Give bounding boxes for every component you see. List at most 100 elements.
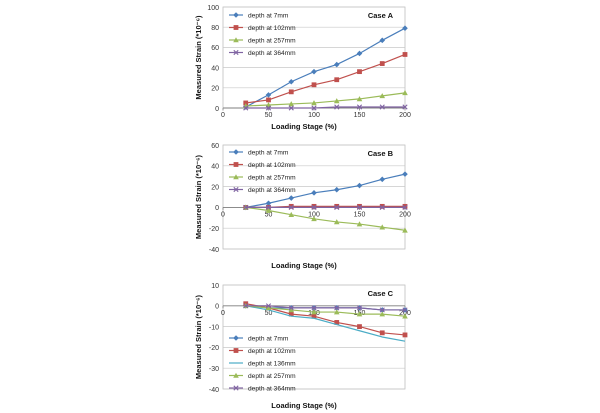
data-point: [333, 61, 340, 68]
data-point: [265, 207, 272, 213]
data-point: [334, 305, 340, 311]
x-tick-label: 0: [221, 112, 225, 119]
data-point: [333, 309, 340, 315]
data-point: [265, 305, 272, 311]
y-tick-label: 60: [211, 143, 219, 150]
legend-label: depth at 257mm: [248, 38, 296, 45]
x-tick-label: 100: [308, 211, 320, 218]
y-tick-label: -40: [209, 247, 219, 254]
data-point: [243, 204, 249, 210]
data-point: [333, 219, 340, 225]
data-point: [379, 176, 386, 183]
series-3: [242, 204, 408, 233]
y-tick-label: -20: [209, 226, 219, 233]
series-line: [245, 305, 406, 317]
legend-label: depth at 7mm: [248, 13, 289, 20]
y-axis-title: Measured Strain (*10⁻⁶): [194, 15, 203, 100]
y-axis-title: Measured Strain (*10⁻⁶): [194, 294, 203, 379]
series-4: [243, 204, 408, 210]
data-point: [356, 204, 363, 210]
x-tick-label: 200: [399, 310, 411, 317]
data-point: [334, 320, 340, 325]
data-point: [334, 77, 340, 83]
data-point: [334, 104, 340, 110]
legend-marker: [233, 37, 239, 43]
legend-label: depth at 257mm: [248, 373, 296, 380]
y-tick-label: 0: [215, 205, 219, 212]
data-point: [311, 203, 317, 209]
data-point: [402, 227, 408, 233]
series-line: [245, 303, 406, 336]
data-point: [288, 78, 295, 85]
chart-panel-3: -40-30-20-10010050100150200depth at 7mmd…: [194, 283, 411, 410]
legend-label: depth at 364mm: [248, 386, 296, 393]
data-point: [379, 311, 386, 317]
legend-marker: [233, 186, 239, 193]
x-tick-label: 150: [354, 112, 366, 119]
data-point: [356, 221, 363, 227]
x-tick-label: 0: [221, 211, 225, 218]
data-point: [402, 204, 408, 210]
data-point: [402, 104, 408, 110]
legend-marker: [233, 12, 239, 18]
legend-label: depth at 257mm: [248, 175, 296, 182]
legend-item: depth at 102mm: [229, 25, 296, 32]
data-point: [402, 332, 408, 338]
y-axis-title: Measured Strain (*10⁻⁶): [194, 154, 203, 239]
y-tick-label: -30: [209, 366, 219, 373]
x-tick-label: 50: [265, 112, 273, 119]
data-point: [356, 182, 363, 189]
data-point: [356, 50, 363, 57]
x-tick-label: 100: [308, 112, 320, 119]
data-point: [265, 105, 272, 111]
legend-label: depth at 7mm: [248, 150, 289, 157]
legend-item: depth at 257mm: [229, 174, 296, 182]
data-point: [334, 204, 340, 210]
legend-marker: [233, 372, 239, 378]
plot-area: [222, 6, 406, 109]
legend-label: depth at 102mm: [248, 162, 296, 169]
series-line: [245, 305, 405, 311]
legend-item: depth at 364mm: [229, 186, 296, 194]
data-point: [402, 25, 408, 32]
series-line: [245, 92, 406, 107]
data-point: [311, 204, 317, 210]
data-point: [266, 97, 271, 103]
legend-marker: [233, 162, 239, 167]
data-point: [311, 190, 317, 196]
data-point: [311, 313, 317, 319]
legend-item: depth at 7mm: [229, 12, 289, 20]
y-tick-label: 40: [211, 164, 219, 171]
data-point: [357, 324, 362, 329]
legend-item: depth at 257mm: [229, 37, 296, 45]
data-point: [402, 307, 408, 313]
legend-marker: [233, 149, 239, 155]
series-line: [245, 173, 406, 208]
data-point: [379, 224, 386, 230]
data-point: [243, 105, 249, 111]
y-tick-label: 80: [211, 25, 219, 32]
series-2: [243, 52, 408, 106]
legend: depth at 7mm depth at 102mm depth at 257mm…: [229, 12, 296, 57]
series-line: [245, 27, 406, 108]
y-tick-label: 0: [215, 304, 219, 311]
data-point: [288, 204, 294, 210]
data-point: [288, 307, 295, 313]
x-tick-label: 50: [265, 310, 273, 317]
legend-label: depth at 102mm: [248, 348, 296, 355]
data-point: [334, 203, 340, 209]
y-tick-label: -20: [209, 345, 219, 352]
legend-marker: [233, 348, 239, 353]
data-point: [333, 98, 340, 104]
data-point: [379, 307, 385, 313]
data-point: [402, 203, 408, 209]
legend: depth at 7mm depth at 102mm depth at 257mm…: [229, 149, 296, 194]
x-axis-title: Loading Stage (%): [271, 401, 337, 410]
data-point: [379, 203, 385, 209]
y-tick-label: 20: [211, 184, 219, 191]
legend-marker: [233, 49, 239, 56]
legend-label: depth at 7mm: [248, 336, 289, 343]
series-5: [243, 303, 408, 313]
